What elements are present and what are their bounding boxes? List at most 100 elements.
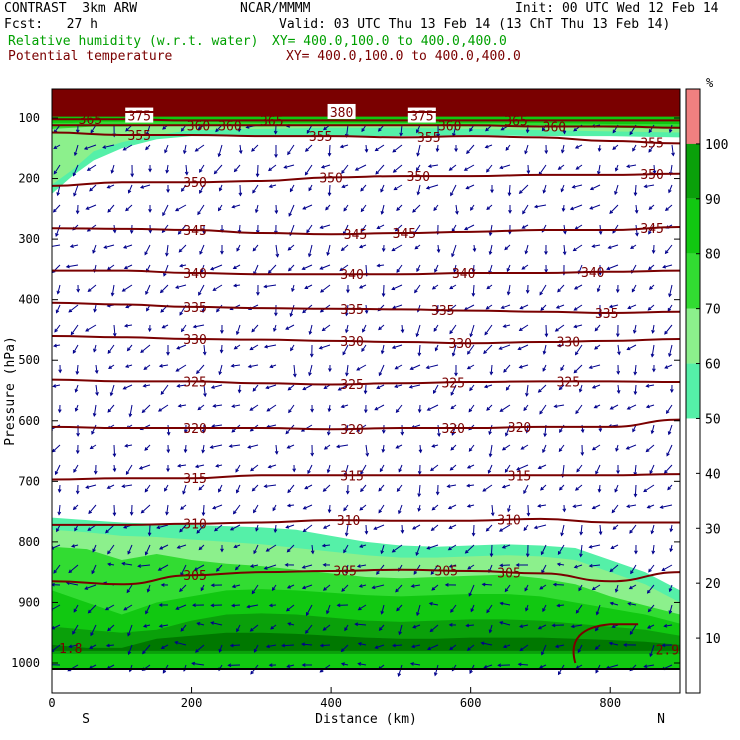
- wind-vector: [542, 364, 547, 372]
- wind-vector: [540, 484, 547, 491]
- wind-vector: [501, 544, 511, 549]
- wind-vector: [392, 164, 403, 173]
- wind-vector: [627, 304, 637, 310]
- wind-vector: [560, 364, 565, 372]
- wind-vector: [52, 444, 61, 453]
- wind-vector: [671, 144, 675, 157]
- wind-vector: [247, 364, 259, 369]
- colorbar-tick-label: 10: [705, 632, 721, 647]
- wind-vector: [669, 524, 674, 533]
- wind-vector: [93, 304, 97, 313]
- colorbar-tick-label: 70: [705, 303, 721, 318]
- wind-vector: [392, 643, 403, 648]
- wind-vector: [85, 484, 97, 489]
- wind-vector: [215, 463, 223, 468]
- wind-vector: [91, 424, 97, 435]
- wind-vector: [210, 264, 223, 271]
- wind-vector: [454, 364, 458, 377]
- wind-vector: [570, 624, 583, 629]
- wind-vector: [391, 284, 403, 291]
- wind-vector: [304, 484, 313, 490]
- wind-vector: [521, 224, 529, 229]
- wind-vector: [123, 604, 133, 611]
- wind-vector: [319, 264, 331, 270]
- wind-vector: [540, 544, 547, 556]
- wind-vector: [650, 344, 655, 358]
- wind-vector: [591, 244, 601, 248]
- wind-vector: [142, 383, 151, 388]
- wind-vector: [142, 644, 151, 655]
- wind-vector: [633, 364, 638, 376]
- wind-vector: [589, 204, 601, 210]
- wind-vector: [287, 484, 295, 494]
- wind-vector: [229, 524, 241, 531]
- wind-vector: [426, 644, 439, 651]
- wind-vector: [628, 584, 637, 590]
- wind-vector: [650, 524, 655, 535]
- wind-vector: [321, 324, 331, 332]
- wind-vector: [467, 344, 475, 355]
- wind-vector: [123, 323, 133, 328]
- wind-vector: [647, 624, 655, 629]
- wind-vector: [614, 164, 619, 172]
- wind-vector: [357, 604, 367, 611]
- wind-vector: [380, 604, 385, 615]
- wind-vector: [395, 404, 403, 414]
- wind-vector: [217, 144, 223, 158]
- wind-vector: [573, 304, 583, 311]
- wind-vector: [326, 604, 331, 615]
- colorbar-segment: [686, 89, 700, 144]
- wind-vector: [105, 524, 115, 534]
- wind-vector: [227, 663, 241, 668]
- x-tick-label: 800: [599, 696, 621, 710]
- wind-vector: [591, 584, 601, 591]
- wind-vector: [192, 324, 205, 329]
- wind-vector: [426, 404, 439, 411]
- wind-vector: [140, 344, 151, 354]
- wind-vector: [218, 184, 223, 192]
- wind-vector: [233, 544, 241, 549]
- wind-vector: [556, 562, 565, 567]
- valid-time: Valid: 03 UTC Thu 13 Feb 14 (13 ChT Thu …: [279, 17, 671, 32]
- wind-vector: [378, 364, 385, 377]
- wind-vector: [551, 623, 565, 628]
- wind-vector: [664, 364, 673, 369]
- wind-vector: [175, 604, 187, 610]
- wind-vector: [391, 244, 403, 252]
- wind-vector: [88, 504, 97, 515]
- wind-vector: [164, 144, 169, 154]
- wind-vector: [305, 624, 313, 634]
- wind-vector: [263, 564, 277, 570]
- wind-vector: [504, 584, 511, 593]
- wind-vector: [177, 403, 187, 408]
- y-tick-label: 400: [18, 293, 40, 307]
- wind-vector: [161, 324, 169, 329]
- wind-vector: [392, 144, 403, 153]
- wind-vector: [635, 224, 639, 237]
- wind-vector: [560, 144, 565, 154]
- wind-vector: [646, 584, 655, 594]
- wind-vector: [466, 144, 475, 155]
- y-axis-label: Pressure (hPa): [3, 336, 18, 446]
- wind-vector: [69, 244, 79, 248]
- wind-vector: [394, 224, 403, 232]
- wind-vector: [283, 164, 295, 169]
- wind-vector: [123, 264, 133, 270]
- wind-vector: [210, 384, 223, 389]
- wind-vector: [467, 564, 475, 570]
- wind-vector: [160, 583, 169, 587]
- wind-vector: [265, 384, 277, 390]
- wind-vector: [361, 224, 367, 233]
- wind-vector: [215, 564, 223, 572]
- wind-vector: [525, 544, 530, 558]
- theta-label: 350: [319, 171, 342, 186]
- wind-vector: [412, 624, 421, 629]
- wind-vector: [633, 484, 638, 498]
- wind-vector: [662, 264, 673, 269]
- wind-vector: [466, 644, 475, 651]
- wind-vector: [268, 603, 277, 608]
- wind-vector: [364, 144, 369, 153]
- wind-vector: [468, 584, 475, 597]
- wind-vector: [538, 164, 547, 176]
- wind-vector: [448, 164, 457, 171]
